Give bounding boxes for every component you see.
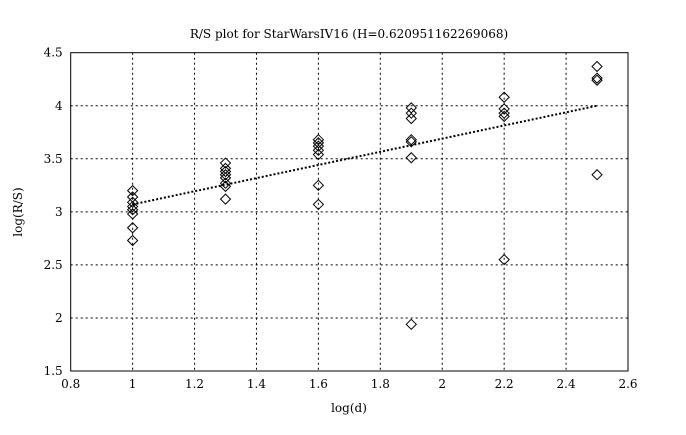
data-point-diamond: [219, 177, 232, 189]
data-point-diamond: [405, 136, 417, 148]
data-point-diamond: [405, 112, 417, 125]
y-tick-label: 1.5: [44, 364, 63, 378]
data-point-diamond: [405, 133, 417, 146]
x-tick-label: 0.8: [61, 377, 80, 391]
data-point-diamond: [405, 152, 417, 164]
x-axis-label: log(d): [331, 401, 367, 415]
x-tick-label: 1.2: [185, 377, 204, 391]
x-tick-label: 2.4: [557, 377, 576, 391]
data-point-diamond: [126, 200, 139, 213]
y-tick-label: 4.5: [44, 46, 63, 60]
x-tick-label: 1.6: [309, 377, 328, 391]
data-marks: [126, 60, 603, 331]
data-point-diamond: [219, 193, 232, 205]
data-point-diamond: [498, 103, 510, 115]
tick-labels: 0.8 1 1.2 1.4 1.6 1.8 2 2.2 2.4 2.6 1.5 2 2.5 3 3.5 4 4.…: [44, 46, 638, 391]
data-point-diamond: [312, 140, 325, 152]
data-point-diamond: [126, 204, 139, 216]
y-tick-label: 3: [55, 205, 63, 219]
y-tick-label: 2: [55, 311, 63, 325]
x-tick-label: 1.8: [371, 377, 390, 391]
data-point-diamond: [591, 74, 603, 86]
data-point-diamond: [405, 318, 417, 331]
data-point-diamond: [126, 222, 139, 234]
grid: [70, 52, 628, 371]
data-point-diamond: [498, 91, 510, 103]
data-point-diamond: [591, 169, 603, 181]
data-point-diamond: [219, 165, 232, 178]
data-point-diamond: [126, 184, 139, 197]
y-axis-label: log(R/S): [11, 187, 25, 236]
data-point-diamond: [498, 107, 510, 119]
x-tick-label: 2.2: [495, 377, 514, 391]
y-tick-label: 2.5: [44, 258, 63, 272]
data-point-diamond: [405, 107, 417, 119]
data-point-diamond: [126, 196, 139, 209]
data-point-diamond: [219, 172, 232, 184]
data-point-diamond: [126, 234, 139, 247]
chart-title: R/S plot for StarWarsIV16 (H=0.620951162…: [190, 27, 508, 41]
data-point-diamond: [312, 179, 325, 192]
x-tick-label: 2: [438, 377, 446, 391]
data-point-diamond: [498, 110, 510, 123]
y-tick-label: 4: [55, 99, 63, 113]
y-tick-label: 3.5: [44, 152, 63, 166]
plot-frame: [70, 52, 629, 372]
x-tick-label: 1.4: [247, 377, 266, 391]
data-point-diamond: [219, 157, 232, 169]
data-point-diamond: [591, 72, 603, 84]
data-point-diamond: [312, 148, 325, 161]
data-point-diamond: [126, 208, 139, 220]
x-tick-label: 2.6: [618, 377, 637, 391]
fit-line: [132, 104, 598, 206]
data-point-diamond: [312, 144, 325, 157]
data-point-diamond: [591, 60, 603, 73]
x-tick-label: 1: [129, 377, 137, 391]
data-point-diamond: [498, 253, 510, 266]
data-point-diamond: [219, 180, 232, 193]
data-point-diamond: [312, 198, 325, 211]
data-point-diamond: [219, 169, 232, 181]
data-point-diamond: [312, 137, 325, 149]
